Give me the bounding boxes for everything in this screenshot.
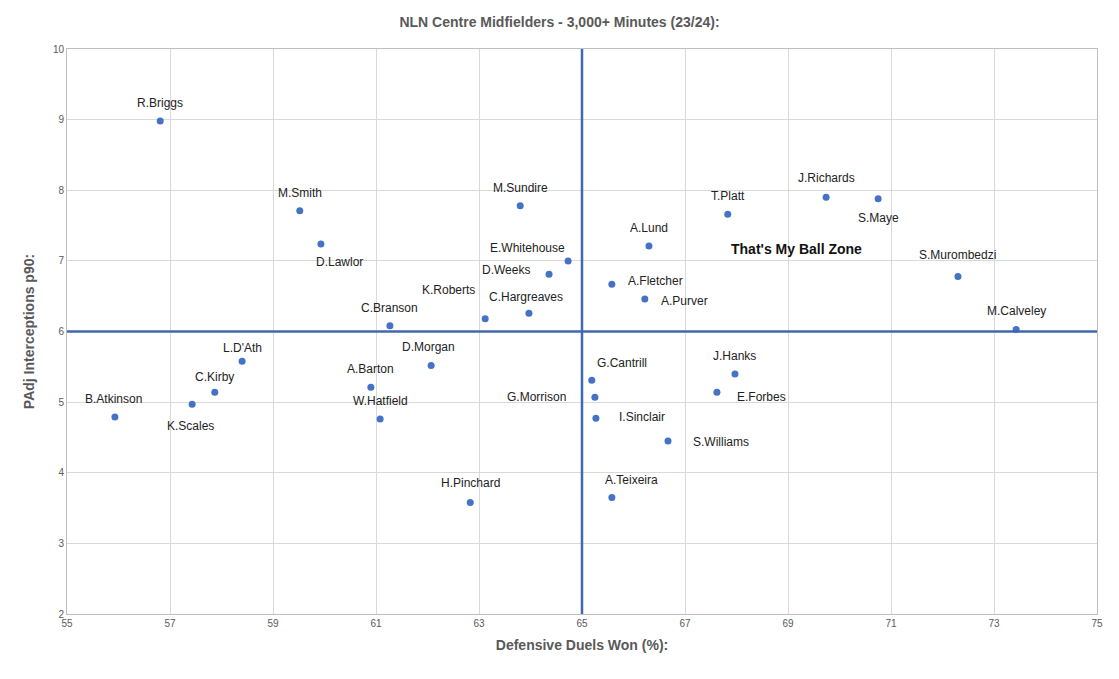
svg-text:G.Morrison: G.Morrison — [507, 390, 566, 404]
svg-text:3: 3 — [58, 538, 64, 549]
svg-text:A.Purver: A.Purver — [661, 294, 708, 308]
svg-text:D.Morgan: D.Morgan — [402, 340, 455, 354]
svg-text:M.Sundire: M.Sundire — [493, 181, 548, 195]
svg-text:10: 10 — [53, 44, 65, 55]
svg-text:73: 73 — [988, 618, 1000, 629]
svg-text:Defensive Duels Won (%):: Defensive Duels Won (%): — [496, 637, 668, 653]
svg-text:A.Lund: A.Lund — [630, 221, 668, 235]
svg-text:75: 75 — [1091, 618, 1103, 629]
svg-text:I.Sinclair: I.Sinclair — [619, 410, 665, 424]
svg-text:W.Hatfield: W.Hatfield — [353, 394, 408, 408]
svg-text:55: 55 — [61, 618, 73, 629]
svg-text:65: 65 — [576, 618, 588, 629]
svg-text:A.Barton: A.Barton — [347, 362, 394, 376]
svg-text:J.Richards: J.Richards — [798, 171, 855, 185]
svg-text:61: 61 — [370, 618, 382, 629]
svg-text:69: 69 — [782, 618, 794, 629]
svg-text:G.Cantrill: G.Cantrill — [597, 356, 647, 370]
svg-text:R.Briggs: R.Briggs — [137, 96, 183, 110]
svg-text:6: 6 — [58, 326, 64, 337]
svg-text:8: 8 — [58, 185, 64, 196]
svg-text:63: 63 — [473, 618, 485, 629]
svg-text:A.Teixeira: A.Teixeira — [605, 473, 658, 487]
svg-text:7: 7 — [58, 255, 64, 266]
svg-text:9: 9 — [58, 114, 64, 125]
svg-text:5: 5 — [58, 397, 64, 408]
svg-text:PAdj Interceptions p90:: PAdj Interceptions p90: — [21, 254, 37, 409]
svg-text:C.Branson: C.Branson — [361, 301, 418, 315]
svg-text:C.Kirby: C.Kirby — [195, 370, 234, 384]
svg-text:D.Lawlor: D.Lawlor — [316, 255, 363, 269]
svg-text:71: 71 — [885, 618, 897, 629]
svg-text:M.Calveley: M.Calveley — [987, 304, 1046, 318]
svg-text:L.D'Ath: L.D'Ath — [223, 341, 262, 355]
svg-text:E.Forbes: E.Forbes — [737, 390, 786, 404]
svg-text:T.Platt: T.Platt — [711, 189, 745, 203]
svg-text:67: 67 — [679, 618, 691, 629]
svg-text:59: 59 — [267, 618, 279, 629]
svg-text:E.Whitehouse: E.Whitehouse — [490, 241, 565, 255]
svg-text:S.Williams: S.Williams — [693, 435, 749, 449]
svg-text:NLN Centre Midfielders - 3,000: NLN Centre Midfielders - 3,000+ Minutes … — [399, 14, 719, 30]
svg-text:J.Hanks: J.Hanks — [713, 349, 756, 363]
svg-text:M.Smith: M.Smith — [278, 186, 322, 200]
svg-text:C.Hargreaves: C.Hargreaves — [489, 290, 563, 304]
svg-text:A.Fletcher: A.Fletcher — [628, 274, 683, 288]
svg-text:4: 4 — [58, 467, 64, 478]
svg-text:S.Murombedzi: S.Murombedzi — [919, 248, 996, 262]
svg-text:B.Atkinson: B.Atkinson — [85, 392, 142, 406]
svg-text:That's My Ball Zone: That's My Ball Zone — [731, 241, 862, 257]
svg-text:57: 57 — [164, 618, 176, 629]
svg-text:S.Maye: S.Maye — [858, 211, 899, 225]
svg-text:D.Weeks: D.Weeks — [482, 263, 530, 277]
svg-text:2: 2 — [58, 609, 64, 620]
svg-text:K.Scales: K.Scales — [167, 419, 214, 433]
svg-text:H.Pinchard: H.Pinchard — [441, 476, 500, 490]
svg-text:K.Roberts: K.Roberts — [422, 283, 475, 297]
